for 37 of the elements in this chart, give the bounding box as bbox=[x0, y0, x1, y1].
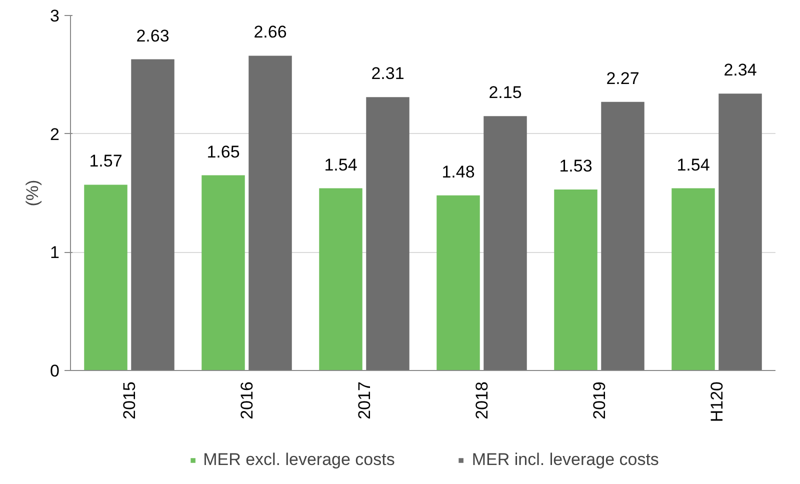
x-tick-label: 2015 bbox=[120, 381, 139, 420]
data-label: 1.57 bbox=[89, 152, 122, 171]
bar bbox=[554, 189, 598, 370]
legend-label: MER incl. leverage costs bbox=[472, 450, 659, 470]
data-label: 1.53 bbox=[559, 156, 592, 176]
data-label: 1.65 bbox=[206, 142, 240, 162]
bar bbox=[84, 184, 128, 370]
bar bbox=[436, 195, 480, 370]
bar bbox=[718, 94, 762, 370]
bar bbox=[366, 97, 410, 370]
data-label: 1.54 bbox=[676, 155, 710, 174]
data-label: 1.48 bbox=[442, 162, 475, 182]
x-tick-label: H120 bbox=[707, 382, 726, 422]
data-label: 1.54 bbox=[324, 155, 358, 174]
y-tick-label: 1 bbox=[50, 243, 60, 262]
x-tick-label: 2016 bbox=[237, 381, 256, 420]
bar bbox=[248, 56, 292, 370]
y-tick-label: 2 bbox=[50, 124, 60, 144]
bar bbox=[131, 59, 174, 370]
bar bbox=[202, 175, 245, 370]
y-tick-label: 3 bbox=[50, 6, 60, 26]
data-label: 2.31 bbox=[371, 64, 404, 84]
legend-label: MER excl. leverage costs bbox=[203, 450, 395, 470]
data-label: 2.63 bbox=[136, 26, 170, 46]
bar bbox=[672, 188, 715, 370]
data-label: 2.34 bbox=[724, 60, 757, 80]
x-tick-label: 2019 bbox=[590, 381, 609, 420]
y-tick-label: 0 bbox=[50, 362, 60, 380]
bar bbox=[601, 102, 644, 370]
x-tick-label: 2018 bbox=[472, 381, 492, 420]
x-tick-label: 2017 bbox=[354, 381, 374, 420]
data-label: 2.66 bbox=[254, 22, 287, 42]
data-label: 2.15 bbox=[488, 83, 522, 102]
y-axis-title: (%) bbox=[23, 180, 42, 206]
bar bbox=[319, 188, 362, 370]
bar bbox=[484, 116, 527, 370]
data-label: 2.27 bbox=[606, 68, 640, 88]
